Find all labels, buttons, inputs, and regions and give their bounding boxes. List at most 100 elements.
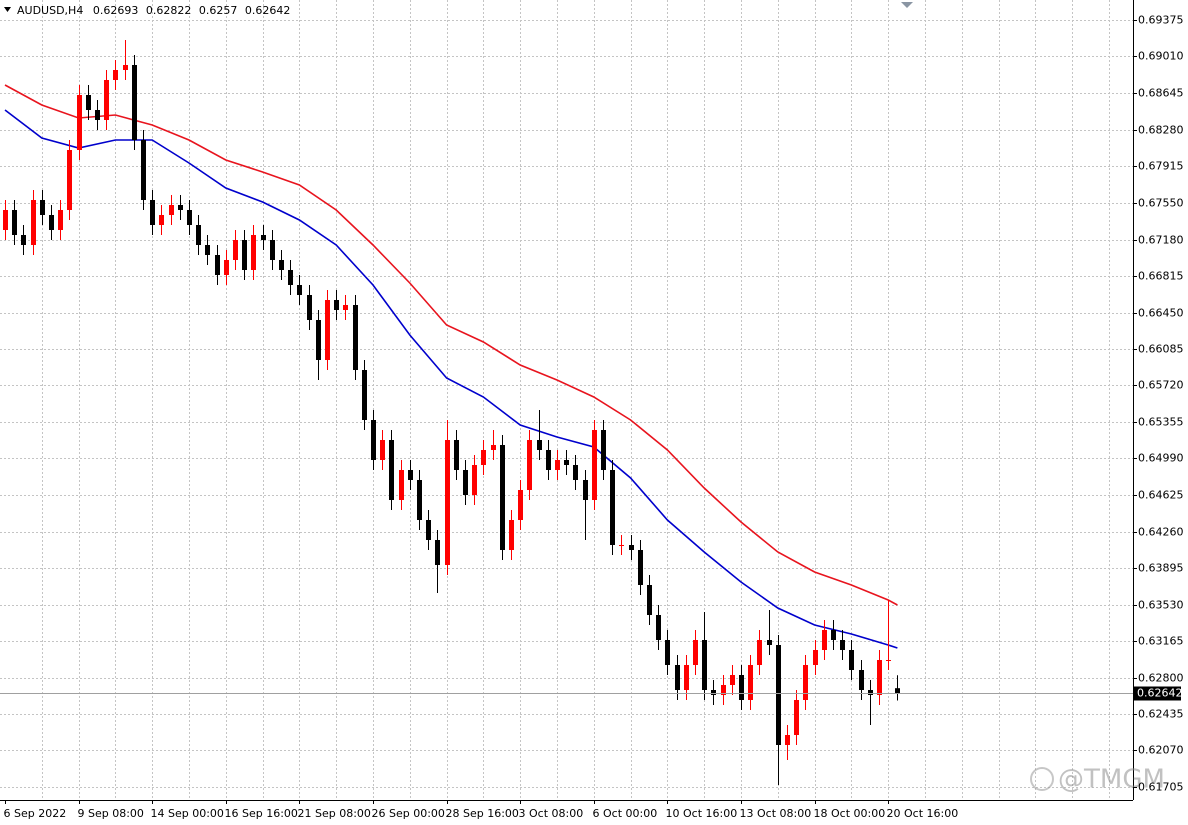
- candle-body: [877, 660, 882, 695]
- candle-body: [840, 640, 845, 650]
- candle-body: [702, 640, 707, 690]
- candle-body: [537, 440, 542, 450]
- candle-body: [297, 285, 302, 295]
- candle-body: [150, 200, 155, 225]
- x-tick-label: 3 Oct 08:00: [519, 807, 584, 820]
- candle-body: [730, 675, 735, 685]
- candle-body: [417, 480, 422, 520]
- candle-body: [601, 430, 606, 470]
- candle-body: [739, 675, 744, 700]
- candle-body: [822, 630, 827, 650]
- candle-body: [31, 200, 36, 245]
- candle-body: [196, 225, 201, 245]
- candle-body: [371, 420, 376, 460]
- candle-body: [104, 80, 109, 120]
- candle-body: [491, 445, 496, 450]
- symbol: AUDUSD,H4: [17, 4, 83, 17]
- y-tick-label: 0.69375: [1138, 14, 1184, 27]
- y-tick-label: 0.67915: [1138, 160, 1184, 173]
- candle-body: [675, 665, 680, 690]
- moving-average-line: [4, 84, 898, 606]
- candle-body: [389, 440, 394, 500]
- candle-body: [187, 210, 192, 225]
- menu-arrow[interactable]: [4, 7, 11, 12]
- candle-body: [445, 440, 450, 565]
- candle-body: [886, 660, 891, 661]
- x-tick-label: 13 Oct 08:00: [740, 807, 812, 820]
- x-tick-label: 21 Sep 08:00: [298, 807, 371, 820]
- candle-body: [113, 70, 118, 80]
- y-tick-label: 0.62070: [1138, 744, 1184, 757]
- candle-body: [748, 665, 753, 700]
- candle-body: [592, 430, 597, 500]
- candle-body: [831, 630, 836, 640]
- y-tick-label: 0.66450: [1138, 307, 1184, 320]
- candle-body: [813, 650, 818, 665]
- candle-body: [380, 440, 385, 460]
- candle-body: [362, 370, 367, 420]
- candle-body: [242, 240, 247, 270]
- candle-body: [647, 585, 652, 615]
- candle-body: [500, 445, 505, 550]
- candle-body: [527, 440, 532, 490]
- candle-body: [721, 685, 726, 695]
- moving-average-line: [4, 109, 898, 649]
- y-tick-label: 0.65355: [1138, 416, 1184, 429]
- x-tick-label: 28 Sep 16:00: [446, 807, 519, 820]
- candle-body: [583, 480, 588, 500]
- candle-body: [426, 520, 431, 540]
- y-tick-label: 0.66815: [1138, 270, 1184, 283]
- candle-body: [86, 95, 91, 110]
- x-tick-label: 6 Oct 00:00: [593, 807, 658, 820]
- candle-body: [233, 240, 238, 260]
- candle-body: [767, 640, 772, 645]
- candle-body: [859, 670, 864, 690]
- candle-body: [776, 645, 781, 745]
- y-tick-label: 0.69010: [1138, 50, 1184, 63]
- watermark-logo: [1030, 767, 1054, 791]
- candle-body: [656, 615, 661, 640]
- candle-body: [49, 215, 54, 230]
- plot: [0, 40, 1133, 785]
- x-tick-label: 6 Sep 2022: [4, 807, 67, 820]
- candle-body: [785, 735, 790, 745]
- candle-body: [564, 460, 569, 465]
- y-tick-label: 0.65720: [1138, 379, 1184, 392]
- candle-body: [3, 210, 8, 230]
- y-tick-label: 0.62435: [1138, 708, 1184, 721]
- candle-body: [215, 255, 220, 275]
- candle-body: [454, 440, 459, 470]
- candle-body: [399, 470, 404, 500]
- candle-body: [408, 470, 413, 480]
- low-value: 0.6257: [199, 4, 238, 17]
- candle-body: [123, 65, 128, 70]
- y-tick-label: 0.63530: [1138, 599, 1184, 612]
- candle-body: [481, 450, 486, 465]
- candle-body: [159, 215, 164, 225]
- y-tick-label: 0.68280: [1138, 124, 1184, 137]
- candle-body: [555, 460, 560, 470]
- x-tick-label: 20 Oct 16:00: [887, 807, 959, 820]
- watermark: @TMGM: [1030, 765, 1165, 795]
- x-tick-label: 10 Oct 16:00: [666, 807, 738, 820]
- candle-body: [21, 235, 26, 245]
- candle-body: [803, 665, 808, 700]
- candle-body: [169, 205, 174, 215]
- y-tick-label: 0.64260: [1138, 526, 1184, 539]
- candle-body: [638, 550, 643, 585]
- candle-body: [316, 320, 321, 360]
- candle-body: [619, 545, 624, 546]
- candle-body: [629, 545, 634, 550]
- candle-body: [261, 235, 266, 240]
- candle-body: [279, 260, 284, 270]
- x-tick-label: 26 Sep 00:00: [372, 807, 445, 820]
- candle-body: [334, 300, 339, 310]
- candle-body: [546, 450, 551, 470]
- y-tick-label: 0.67550: [1138, 197, 1184, 210]
- last-price-box: [1134, 686, 1181, 701]
- candle-body: [141, 140, 146, 200]
- candle-body: [794, 700, 799, 735]
- candle-body: [288, 270, 293, 285]
- candle-body: [77, 95, 82, 150]
